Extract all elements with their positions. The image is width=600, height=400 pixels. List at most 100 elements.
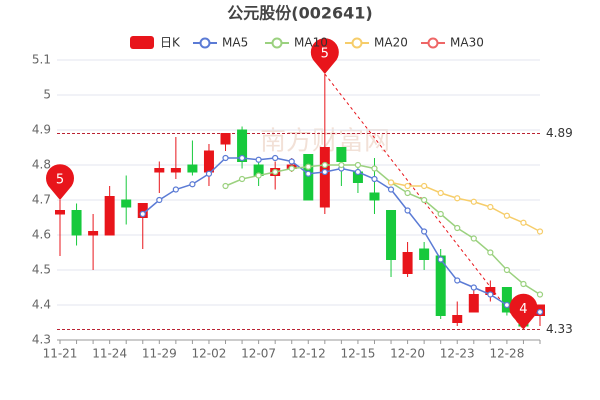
legend-swatch <box>271 37 283 49</box>
candle-body <box>237 129 248 162</box>
legend-swatch <box>351 37 363 49</box>
x-tick-label: 12-02 <box>192 347 227 361</box>
candle-body <box>220 133 231 145</box>
candle-body <box>369 192 380 201</box>
ma-point <box>520 280 527 288</box>
pin <box>46 164 74 200</box>
ma-point <box>421 182 428 190</box>
ma-point <box>487 291 494 298</box>
ma-point <box>487 203 494 211</box>
candle-body <box>468 294 479 313</box>
y-tick-label: 4.5 <box>32 263 51 277</box>
ma-point <box>238 175 246 183</box>
x-tick-label: 12-12 <box>291 347 326 361</box>
ma-point <box>222 154 229 162</box>
y-tick-label: 4.4 <box>32 298 51 312</box>
ma-point <box>421 228 428 235</box>
ma-point <box>139 210 146 218</box>
ma-point <box>404 189 411 197</box>
legend-swatch <box>199 37 211 49</box>
y-tick-label: 5 <box>43 88 51 102</box>
legend-label: MA30 <box>450 36 484 50</box>
x-tick-label: 11-29 <box>142 347 177 361</box>
ma-point <box>404 207 411 214</box>
legend-label: MA10 <box>294 36 328 50</box>
ma-point <box>172 186 179 193</box>
ma-point <box>305 163 312 170</box>
x-tick-label: 12-20 <box>390 347 425 361</box>
pin <box>310 38 339 74</box>
candle-body <box>154 168 165 173</box>
candle-body <box>435 255 446 316</box>
ma-point <box>255 172 262 179</box>
candle-body <box>386 210 397 260</box>
candle-body <box>88 231 99 236</box>
ma-point <box>305 170 312 177</box>
ma-point <box>536 228 544 235</box>
pin-label: 5 <box>321 47 329 62</box>
x-tick-label: 12-23 <box>440 347 475 361</box>
ma-point <box>387 179 395 186</box>
legend-label: 日K <box>160 36 181 50</box>
ma-point <box>437 210 444 218</box>
ma-point <box>321 161 328 169</box>
x-tick-label: 12-07 <box>241 347 276 361</box>
ma-point <box>288 165 295 172</box>
x-tick-label: 12-15 <box>340 347 375 361</box>
ma-point <box>487 249 494 256</box>
ma-point <box>503 266 510 274</box>
y-tick-label: 4.7 <box>32 193 51 207</box>
ma-point <box>371 175 378 183</box>
y-tick-label: 5.1 <box>32 53 51 67</box>
ma-point <box>421 196 428 204</box>
ma-point <box>288 158 295 165</box>
ma-point <box>371 165 378 172</box>
candle-body <box>203 150 214 173</box>
y-tick-label: 4.8 <box>32 158 51 172</box>
candle-body <box>402 252 413 274</box>
ma-point <box>338 161 345 169</box>
candle-body <box>55 210 65 215</box>
candle-body <box>419 248 430 260</box>
chart-title: 公元股份(002641) <box>227 4 372 23</box>
ma-point <box>536 308 544 316</box>
ma-point <box>503 301 510 309</box>
y-tick-label: 4.6 <box>32 228 51 242</box>
ma-point <box>222 182 229 190</box>
x-tick-label: 11-24 <box>92 347 127 361</box>
x-tick-label: 12-28 <box>489 347 524 361</box>
pin-label: 5 <box>56 173 64 188</box>
y-tick-label: 4.9 <box>32 123 51 137</box>
reference-label: 4.89 <box>546 126 573 140</box>
ma-line <box>390 181 541 233</box>
ma-point <box>437 189 444 197</box>
candle-body <box>336 147 347 162</box>
ma-point <box>238 154 246 162</box>
pin-label: 4 <box>519 302 527 317</box>
candle-body <box>452 315 463 323</box>
candle-body <box>104 196 115 236</box>
ma-point <box>321 168 328 176</box>
candle-body <box>319 147 330 208</box>
ma-point <box>272 168 279 176</box>
ma-point <box>454 224 461 232</box>
ma-point <box>354 161 362 169</box>
legend-label: MA5 <box>222 36 248 50</box>
ma-point <box>255 156 262 163</box>
legend-label: MA20 <box>374 36 408 50</box>
y-tick-label: 4.3 <box>32 333 51 347</box>
ma-point <box>470 235 477 242</box>
ma-point <box>189 181 196 188</box>
candle-body <box>187 164 198 173</box>
candle-body <box>71 210 82 236</box>
ma-point <box>454 195 461 202</box>
ma-point <box>354 168 362 176</box>
legend-swatch <box>130 36 154 49</box>
ma-point <box>205 170 213 177</box>
ma-point <box>272 154 279 162</box>
pin <box>509 293 538 330</box>
ma-point <box>536 291 544 298</box>
ma-point <box>470 198 477 205</box>
candle-body <box>121 199 132 208</box>
